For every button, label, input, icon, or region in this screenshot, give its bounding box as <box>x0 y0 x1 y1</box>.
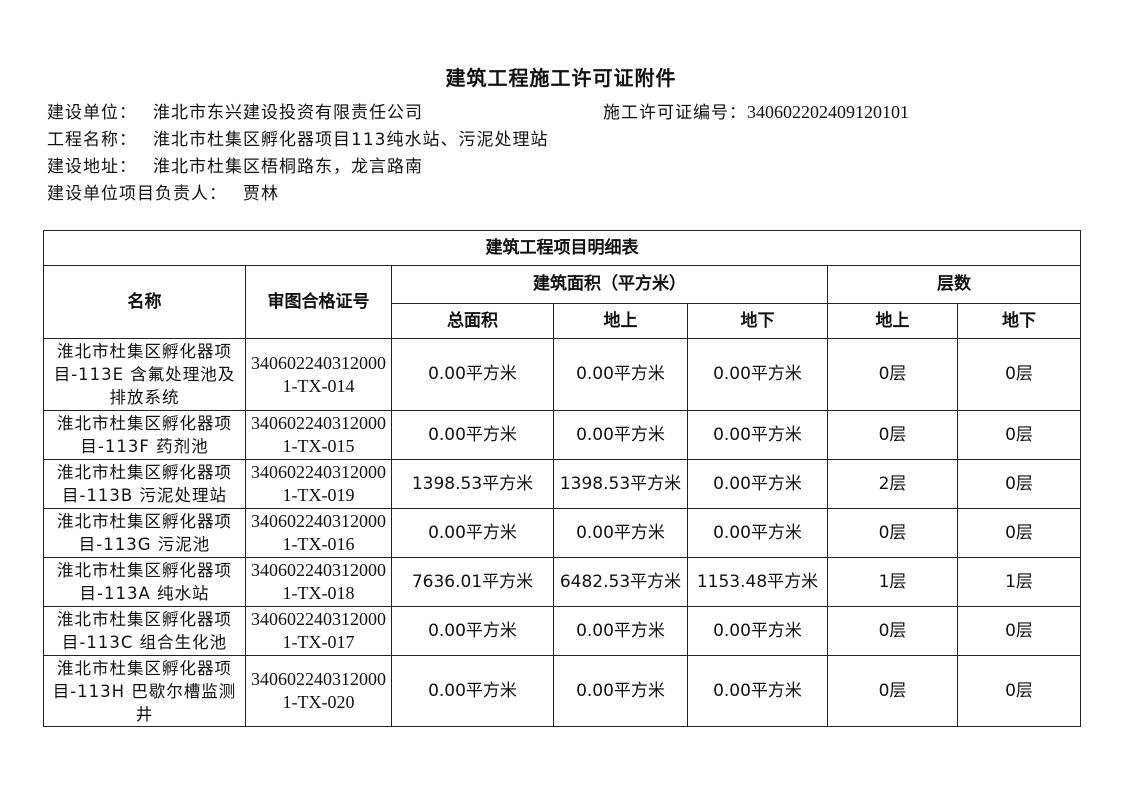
floors-above-cell: 0层 <box>827 338 958 411</box>
value: 贾林 <box>243 184 279 204</box>
header-floors: 层数 <box>826 265 1082 304</box>
table-row: 淮北市杜集区孵化器项目-113G 污泥池 3406022403120001-TX-… <box>43 508 1082 558</box>
info-permit: 施工许可证编号：340602202409120101 <box>603 98 909 123</box>
info-leader: 建设单位项目负责人： 贾林 <box>47 179 279 204</box>
floors-above-cell: 0层 <box>827 508 958 558</box>
floors-above-cell: 0层 <box>827 655 958 727</box>
header-above: 地上 <box>553 303 688 339</box>
table-row: 淮北市杜集区孵化器项目-113B 污泥处理站 3406022403120001-T… <box>43 459 1082 509</box>
name-cell: 淮北市杜集区孵化器项目-113H 巴歇尔槽监测井 <box>43 655 246 727</box>
table-row: 淮北市杜集区孵化器项目-113F 药剂池 3406022403120001-TX-… <box>43 410 1082 460</box>
header-name: 名称 <box>43 265 246 339</box>
name-cell: 淮北市杜集区孵化器项目-113C 组合生化池 <box>43 606 246 656</box>
code-cell: 3406022403120001-TX-018 <box>245 557 392 607</box>
value: 340602202409120101 <box>747 102 909 122</box>
header-area: 建筑面积（平方米） <box>391 265 828 304</box>
below-area-cell: 0.00平方米 <box>687 606 828 656</box>
total-area-cell: 7636.01平方米 <box>391 557 554 607</box>
header-floors-below: 地下 <box>956 303 1082 339</box>
project-detail-table: 建筑工程项目明细表 名称 审图合格证号 建筑面积（平方米） 层数 总面积 地上 … <box>42 230 1082 727</box>
label: 建设单位项目负责人： <box>47 184 227 204</box>
total-area-cell: 0.00平方米 <box>391 338 554 411</box>
code-cell: 3406022403120001-TX-014 <box>245 338 392 411</box>
header-code: 审图合格证号 <box>245 265 392 339</box>
value: 淮北市杜集区孵化器项目113纯水站、污泥处理站 <box>153 130 549 150</box>
below-area-cell: 0.00平方米 <box>687 338 828 411</box>
below-area-cell: 1153.48平方米 <box>687 557 828 607</box>
name-cell: 淮北市杜集区孵化器项目-113A 纯水站 <box>43 557 246 607</box>
code-cell: 3406022403120001-TX-019 <box>245 459 392 509</box>
floors-below-cell: 1层 <box>956 557 1082 607</box>
floors-below-cell: 0层 <box>956 338 1082 411</box>
label: 建设单位： <box>47 103 137 123</box>
above-area-cell: 0.00平方米 <box>553 606 688 656</box>
above-area-cell: 1398.53平方米 <box>553 459 688 509</box>
below-area-cell: 0.00平方米 <box>687 655 828 727</box>
table-row: 淮北市杜集区孵化器项目-113H 巴歇尔槽监测井 3406022403120001… <box>43 655 1082 727</box>
label: 建设地址： <box>47 157 137 177</box>
code-cell: 3406022403120001-TX-020 <box>245 655 392 727</box>
floors-above-cell: 1层 <box>827 557 958 607</box>
label: 施工许可证编号： <box>603 103 747 123</box>
header-below: 地下 <box>687 303 828 339</box>
floors-below-cell: 0层 <box>956 655 1082 727</box>
table-row: 淮北市杜集区孵化器项目-113E 含氟处理池及排放系统 3406022403120… <box>43 338 1082 411</box>
table-caption: 建筑工程项目明细表 <box>42 230 1082 266</box>
total-area-cell: 0.00平方米 <box>391 410 554 460</box>
floors-below-cell: 0层 <box>956 606 1082 656</box>
code-cell: 3406022403120001-TX-015 <box>245 410 392 460</box>
floors-above-cell: 0层 <box>827 410 958 460</box>
name-cell: 淮北市杜集区孵化器项目-113E 含氟处理池及排放系统 <box>43 338 246 411</box>
header-total: 总面积 <box>391 303 554 339</box>
code-cell: 3406022403120001-TX-017 <box>245 606 392 656</box>
info-unit: 建设单位： 淮北市东兴建设投资有限责任公司 <box>47 98 423 123</box>
above-area-cell: 0.00平方米 <box>553 508 688 558</box>
total-area-cell: 0.00平方米 <box>391 508 554 558</box>
value: 淮北市杜集区梧桐路东，龙言路南 <box>153 157 423 177</box>
table-row: 淮北市杜集区孵化器项目-113A 纯水站 3406022403120001-TX-… <box>43 557 1082 607</box>
name-cell: 淮北市杜集区孵化器项目-113F 药剂池 <box>43 410 246 460</box>
floors-below-cell: 0层 <box>956 410 1082 460</box>
header-floors-above: 地上 <box>827 303 958 339</box>
info-address: 建设地址： 淮北市杜集区梧桐路东，龙言路南 <box>47 152 423 177</box>
info-project: 工程名称： 淮北市杜集区孵化器项目113纯水站、污泥处理站 <box>47 125 548 150</box>
above-area-cell: 0.00平方米 <box>553 338 688 411</box>
label: 工程名称： <box>47 130 137 150</box>
total-area-cell: 0.00平方米 <box>391 655 554 727</box>
floors-below-cell: 0层 <box>956 508 1082 558</box>
code-cell: 3406022403120001-TX-016 <box>245 508 392 558</box>
floors-above-cell: 2层 <box>827 459 958 509</box>
above-area-cell: 6482.53平方米 <box>553 557 688 607</box>
name-cell: 淮北市杜集区孵化器项目-113B 污泥处理站 <box>43 459 246 509</box>
floors-above-cell: 0层 <box>827 606 958 656</box>
table-row: 淮北市杜集区孵化器项目-113C 组合生化池 3406022403120001-T… <box>43 606 1082 656</box>
total-area-cell: 1398.53平方米 <box>391 459 554 509</box>
below-area-cell: 0.00平方米 <box>687 459 828 509</box>
below-area-cell: 0.00平方米 <box>687 508 828 558</box>
above-area-cell: 0.00平方米 <box>553 410 688 460</box>
name-cell: 淮北市杜集区孵化器项目-113G 污泥池 <box>43 508 246 558</box>
total-area-cell: 0.00平方米 <box>391 606 554 656</box>
above-area-cell: 0.00平方米 <box>553 655 688 727</box>
floors-below-cell: 0层 <box>956 459 1082 509</box>
value: 淮北市东兴建设投资有限责任公司 <box>153 103 423 123</box>
page-title: 建筑工程施工许可证附件 <box>445 66 677 90</box>
below-area-cell: 0.00平方米 <box>687 410 828 460</box>
